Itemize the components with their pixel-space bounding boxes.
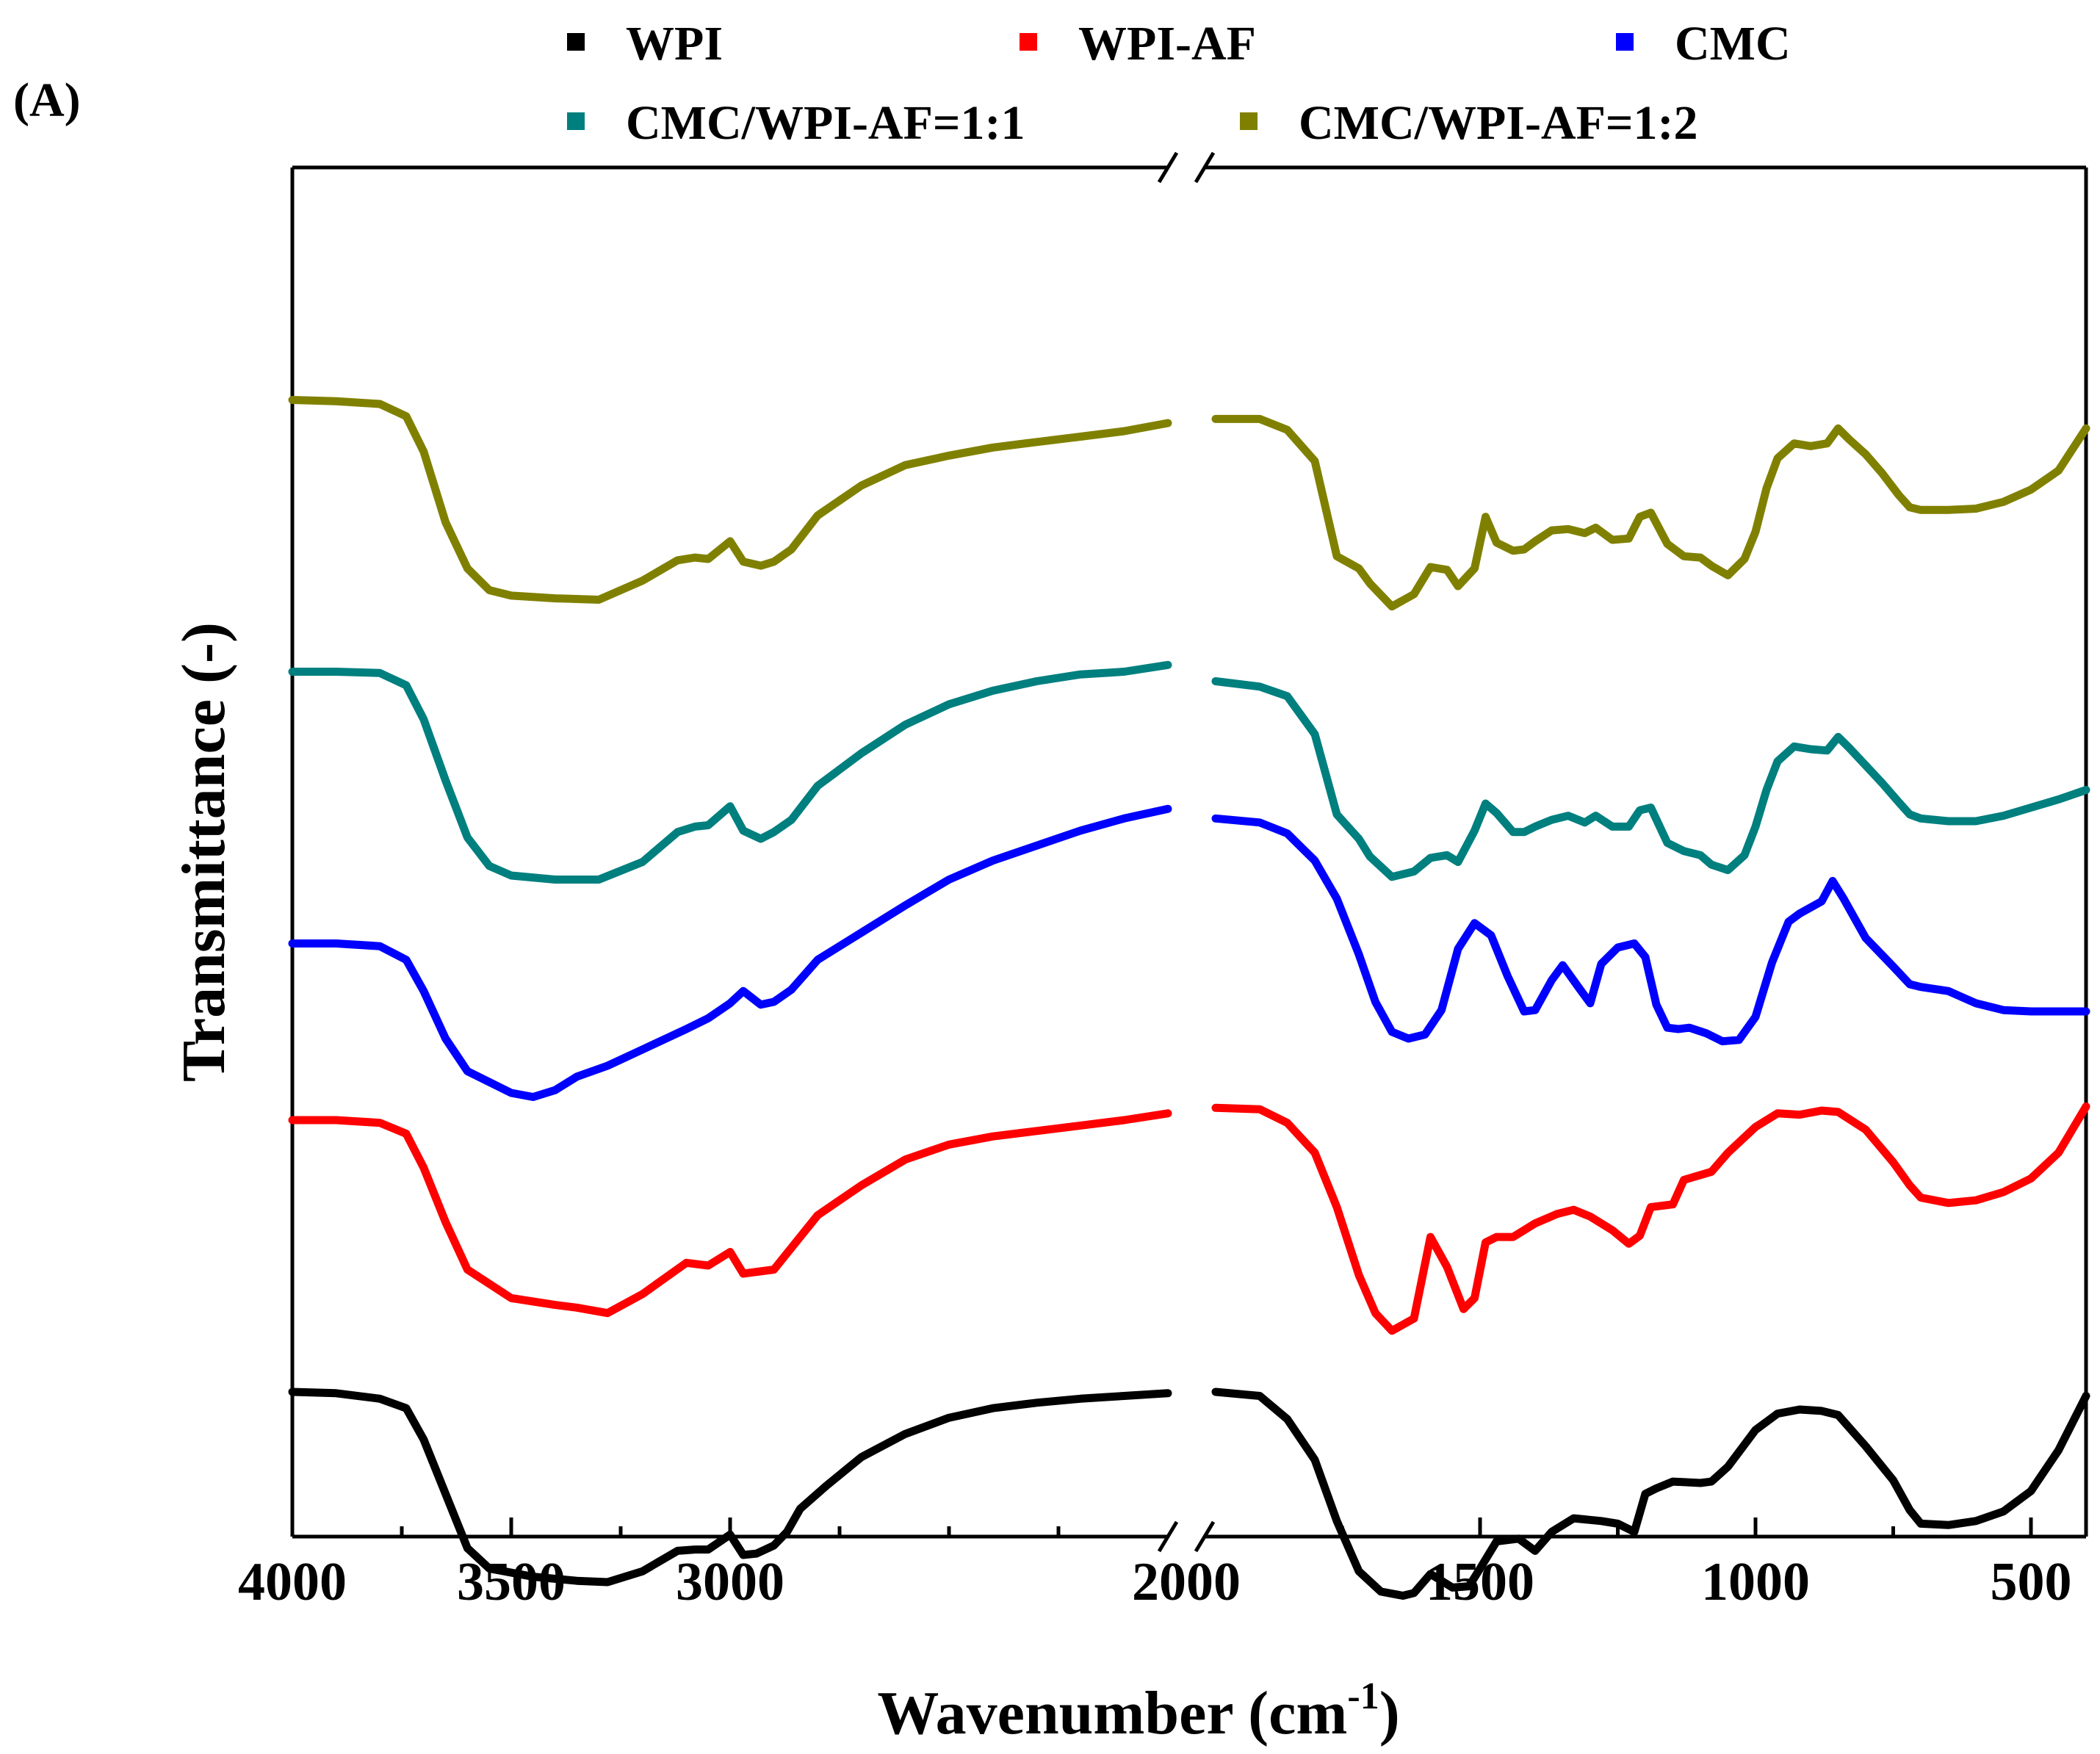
panel-label: (A) [13,73,81,127]
series-line-left [288,804,1172,1101]
legend-label: WPI [626,17,723,71]
series-line-left [288,1387,1172,1587]
series-line-right [1211,414,2090,611]
x-axis-title: Wavenumber (cm-1) [877,1675,1399,1747]
legend-swatch [1616,33,1634,51]
legend-label: WPI-AF [1078,17,1256,71]
x-tick-labels: 4000 3500 3000 2000 1500 1000 500 [238,1552,2072,1612]
series-line-left [288,396,1172,604]
legend-item: CMC [1616,17,1791,71]
legend-item: CMC/WPI-AF=1:2 [1240,96,1698,150]
series-line-right [1211,677,2090,881]
series-line-right [1211,1387,2090,1600]
series-wpi [288,1387,2090,1600]
series-cmc-wpi-af-1-1 [288,660,2090,884]
legend-item: WPI [567,17,723,71]
x-tick-label: 500 [1991,1552,2072,1612]
x-ticks [290,1517,2033,1537]
series-layer [288,396,2090,1600]
series-line-right [1211,814,2090,1046]
x-axis-title-close: ) [1379,1679,1400,1747]
legend-label: CMC [1675,17,1791,71]
x-tick-label: 3000 [676,1552,784,1612]
legend-item: CMC/WPI-AF=1:1 [567,96,1025,150]
legend-label: CMC/WPI-AF=1:2 [1299,96,1698,150]
legend-swatch [1240,112,1258,130]
x-tick-label: 1000 [1701,1552,1810,1612]
x-axis-title-sup: -1 [1347,1675,1379,1717]
legend-swatch [567,33,585,51]
x-axis-title-main: Wavenumber (cm [877,1679,1347,1747]
series-line-left [288,1109,1172,1318]
x-tick-label: 4000 [238,1552,347,1612]
series-wpi-af [288,1102,2090,1335]
legend-swatch [1020,33,1037,51]
series-line-left [288,660,1172,884]
y-axis-title: Transmittance (-) [170,622,238,1082]
legend: WPI WPI-AF CMC CMC/WPI-AF=1:1 CMC/WPI-AF… [567,17,1791,150]
series-cmc [288,804,2090,1101]
series-line-right [1211,1102,2090,1335]
legend-swatch [567,112,585,130]
axis-break-bottom [1157,1520,1216,1553]
x-tick-label: 2000 [1132,1552,1241,1612]
series-cmc-wpi-af-1-2 [288,396,2090,611]
legend-label: CMC/WPI-AF=1:1 [626,96,1025,150]
legend-item: WPI-AF [1020,17,1256,71]
axis-break-top [1157,151,1216,184]
x-tick-label: 3500 [457,1552,566,1612]
plot-frame [290,165,2088,1539]
